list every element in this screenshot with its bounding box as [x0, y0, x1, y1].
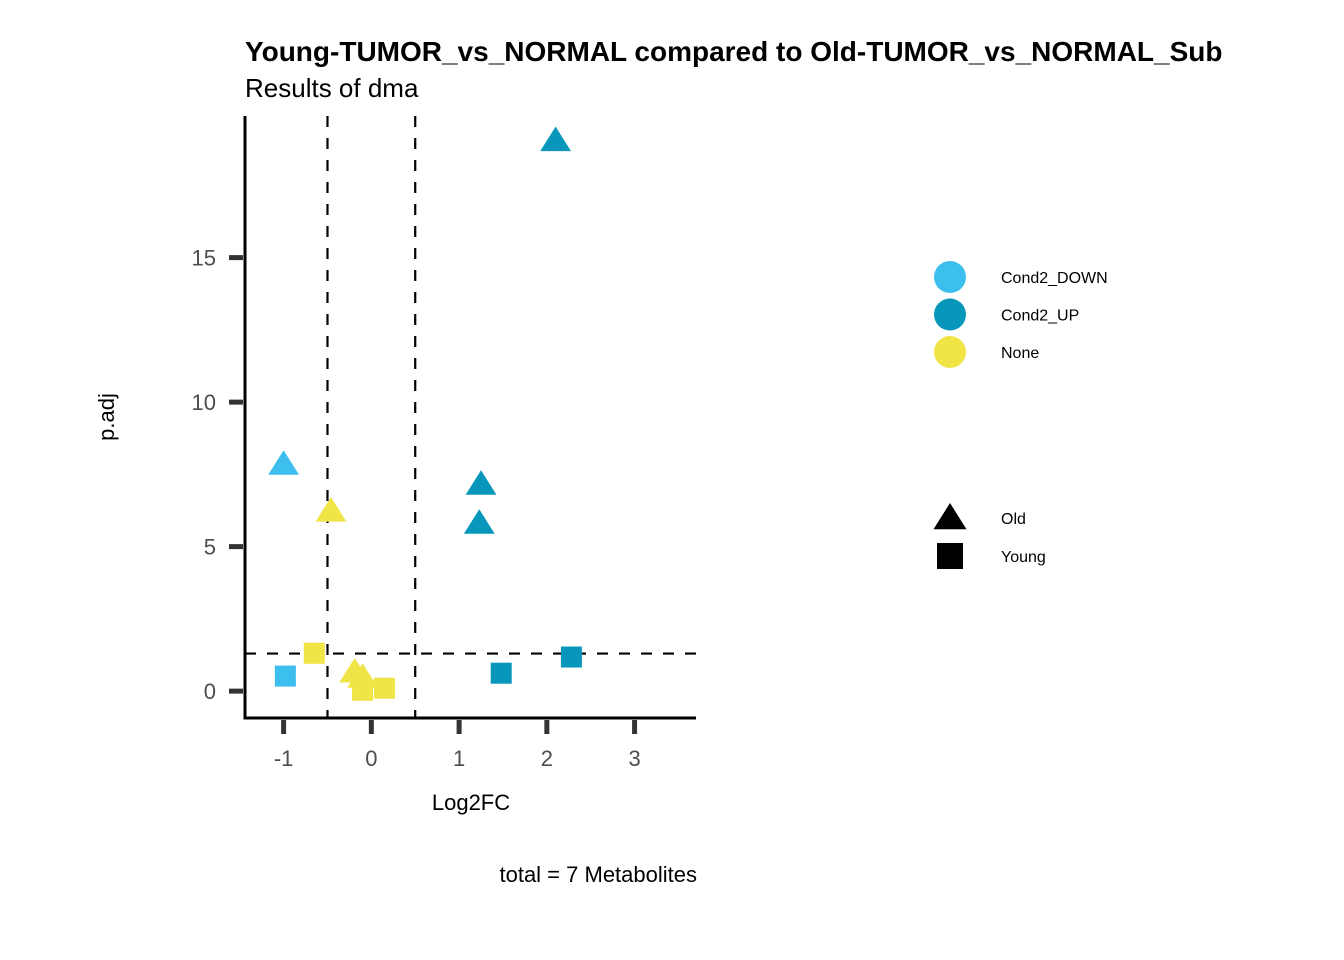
data-point-old-cond2-up	[540, 126, 572, 152]
data-point-young-none	[374, 677, 396, 699]
shape-legend: Old Young	[933, 503, 1046, 569]
x-tick-label: -1	[274, 746, 294, 771]
data-points	[268, 126, 582, 701]
legend-key-none	[934, 336, 966, 368]
axes	[243, 116, 696, 720]
chart-title: Young-TUMOR_vs_NORMAL compared to Old-TU…	[245, 36, 1222, 67]
data-point-young-cond2-up	[490, 662, 512, 684]
legend-key-triangle-icon	[933, 503, 967, 530]
data-point-old-cond2-up	[465, 470, 497, 495]
y-tick-label: 15	[192, 246, 216, 271]
legend-label: Cond2_DOWN	[1001, 270, 1108, 287]
data-point-old-cond2-up	[463, 509, 495, 534]
x-tick-label: 1	[453, 746, 465, 771]
y-axis-title: p.adj	[94, 393, 119, 441]
legend-key-cond2-down	[934, 261, 966, 293]
chart-subtitle: Results of dma	[245, 73, 419, 103]
data-point-young-cond2-down	[274, 665, 296, 687]
x-tick-label: 2	[541, 746, 553, 771]
data-point-old-none	[315, 497, 347, 522]
x-axis-title: Log2FC	[432, 790, 510, 815]
color-legend: Cond2_DOWN Cond2_UP None	[934, 261, 1108, 368]
legend-key-square-icon	[937, 543, 963, 569]
y-tick-label: 0	[204, 679, 216, 704]
reference-lines	[245, 116, 696, 718]
y-tick-label: 5	[204, 535, 216, 560]
y-axis-ticks: 0 5 10 15	[192, 246, 243, 704]
x-axis-ticks: -1 0 1 2 3	[274, 720, 641, 771]
legend-label: None	[1001, 345, 1039, 362]
y-tick-label: 10	[192, 390, 216, 415]
caption-total: total = 7 Metabolites	[499, 862, 697, 887]
legend-label: Cond2_UP	[1001, 308, 1079, 325]
data-point-old-cond2-down	[268, 450, 300, 475]
data-point-young-cond2-up	[560, 646, 582, 668]
x-tick-label: 0	[365, 746, 377, 771]
legend-label: Young	[1001, 549, 1046, 566]
legend-key-cond2-up	[934, 298, 966, 331]
data-point-young-none	[303, 642, 325, 664]
x-tick-label: 3	[628, 746, 640, 771]
data-point-old-none	[347, 663, 378, 688]
legend-label: Old	[1001, 511, 1026, 528]
